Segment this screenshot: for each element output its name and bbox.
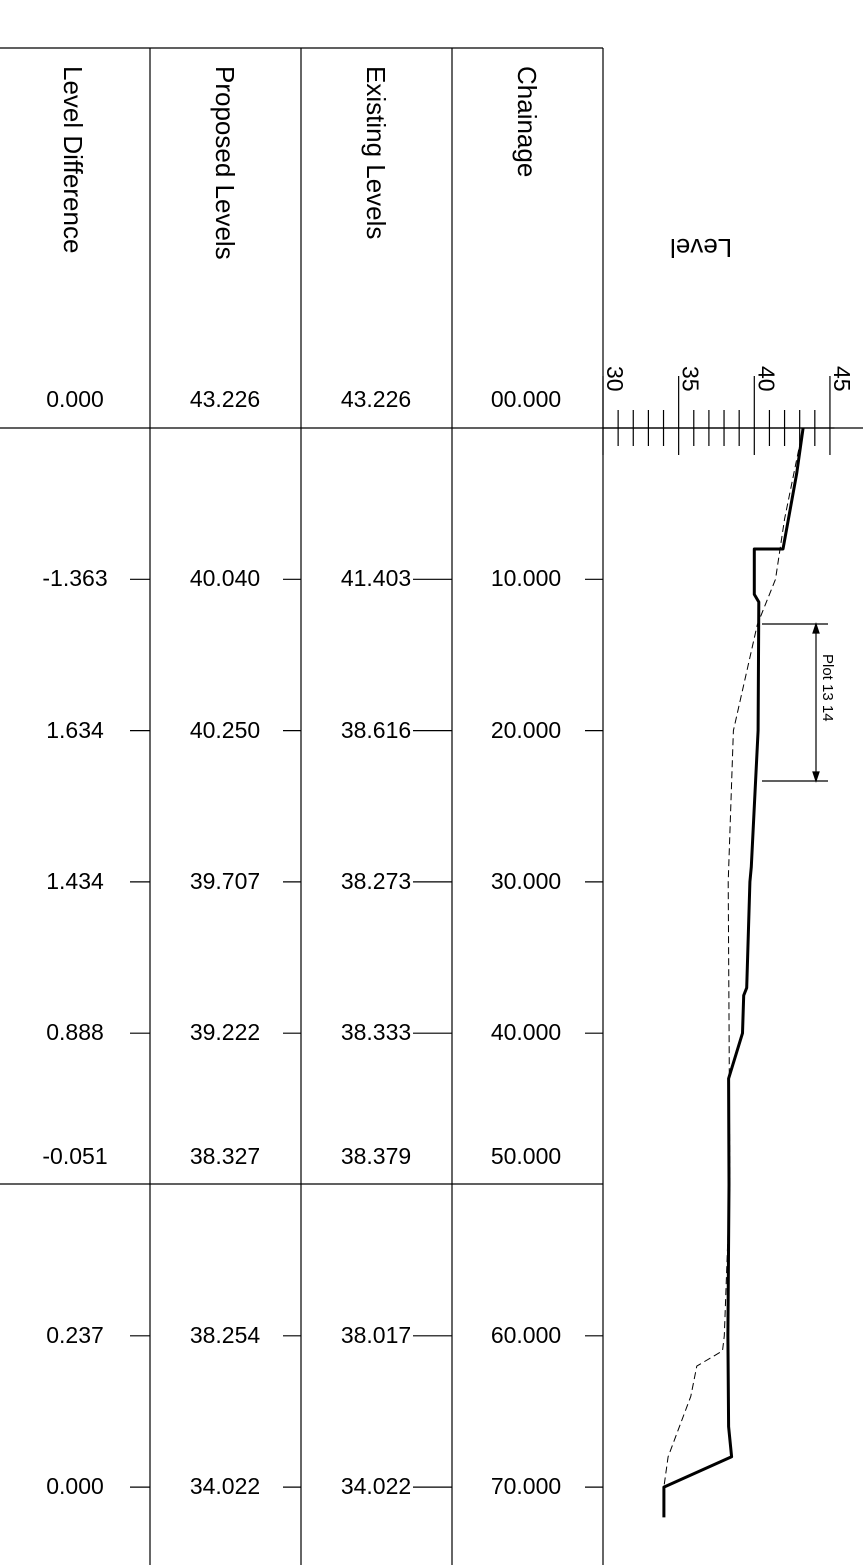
proposed-value: 40.040 xyxy=(189,565,261,592)
existing-value: 38.017 xyxy=(340,1321,412,1348)
proposed-levels-line xyxy=(662,427,805,1518)
proposed-value: 38.327 xyxy=(189,1143,261,1169)
proposed-value: 40.250 xyxy=(189,716,261,743)
difference-value: -1.363 xyxy=(42,565,108,592)
difference-value: 1.634 xyxy=(46,716,104,743)
existing-value: 38.273 xyxy=(340,867,412,894)
existing-value: 38.616 xyxy=(340,716,412,743)
proposed-value: 39.707 xyxy=(189,867,261,894)
chainage-value: 50.000 xyxy=(490,1143,562,1169)
chainage-value: 30.000 xyxy=(490,867,562,894)
series-layer xyxy=(662,427,805,1518)
chainage-value: 40.000 xyxy=(490,1019,562,1046)
existing-value: 34.022 xyxy=(340,1473,412,1500)
proposed-value: 38.254 xyxy=(189,1321,261,1348)
chainage-value: 70.000 xyxy=(490,1473,562,1500)
difference-value: 0.888 xyxy=(46,1019,104,1046)
existing-levels-line xyxy=(663,427,804,1488)
annotation-arrow xyxy=(812,622,820,634)
existing-value: 43.226 xyxy=(340,386,412,412)
difference-value: 0.000 xyxy=(46,386,104,412)
existing-levels-header: Existing Levels xyxy=(361,66,391,240)
existing-value: 38.379 xyxy=(340,1143,412,1169)
scale-tick-label: 30 xyxy=(602,366,628,392)
level-axis-title: Level xyxy=(670,233,733,263)
plot-annotation-label: Plot 13 14 xyxy=(819,654,836,722)
scale-tick-label: 45 xyxy=(829,366,855,392)
proposed-value: 34.022 xyxy=(189,1473,261,1500)
table-frame xyxy=(0,47,863,1565)
plot-annotation: Plot 13 14 xyxy=(762,622,836,783)
proposed-value: 39.222 xyxy=(189,1019,261,1046)
level-difference-header: Level Difference xyxy=(58,66,88,254)
chainage-value: 00.000 xyxy=(490,386,562,412)
chainage-header: Chainage xyxy=(512,66,542,178)
chainage-value: 60.000 xyxy=(490,1321,562,1348)
proposed-levels-header: Proposed Levels xyxy=(210,66,240,260)
difference-value: 0.000 xyxy=(46,1473,104,1500)
difference-value: -0.051 xyxy=(42,1143,108,1169)
chainage-value: 20.000 xyxy=(490,716,562,743)
difference-value: 0.237 xyxy=(46,1321,104,1348)
difference-value: 1.434 xyxy=(46,867,104,894)
level-scale: 30 35 40 45 xyxy=(602,366,855,455)
chainage-value: 10.000 xyxy=(490,565,562,592)
row-tick-marks xyxy=(130,578,603,1488)
scale-tick-label: 40 xyxy=(753,366,779,392)
annotation-arrow xyxy=(812,771,820,783)
scale-tick-label: 35 xyxy=(678,366,704,392)
existing-value: 41.403 xyxy=(340,565,412,592)
proposed-value: 43.226 xyxy=(189,386,261,412)
existing-value: 38.333 xyxy=(340,1019,412,1046)
